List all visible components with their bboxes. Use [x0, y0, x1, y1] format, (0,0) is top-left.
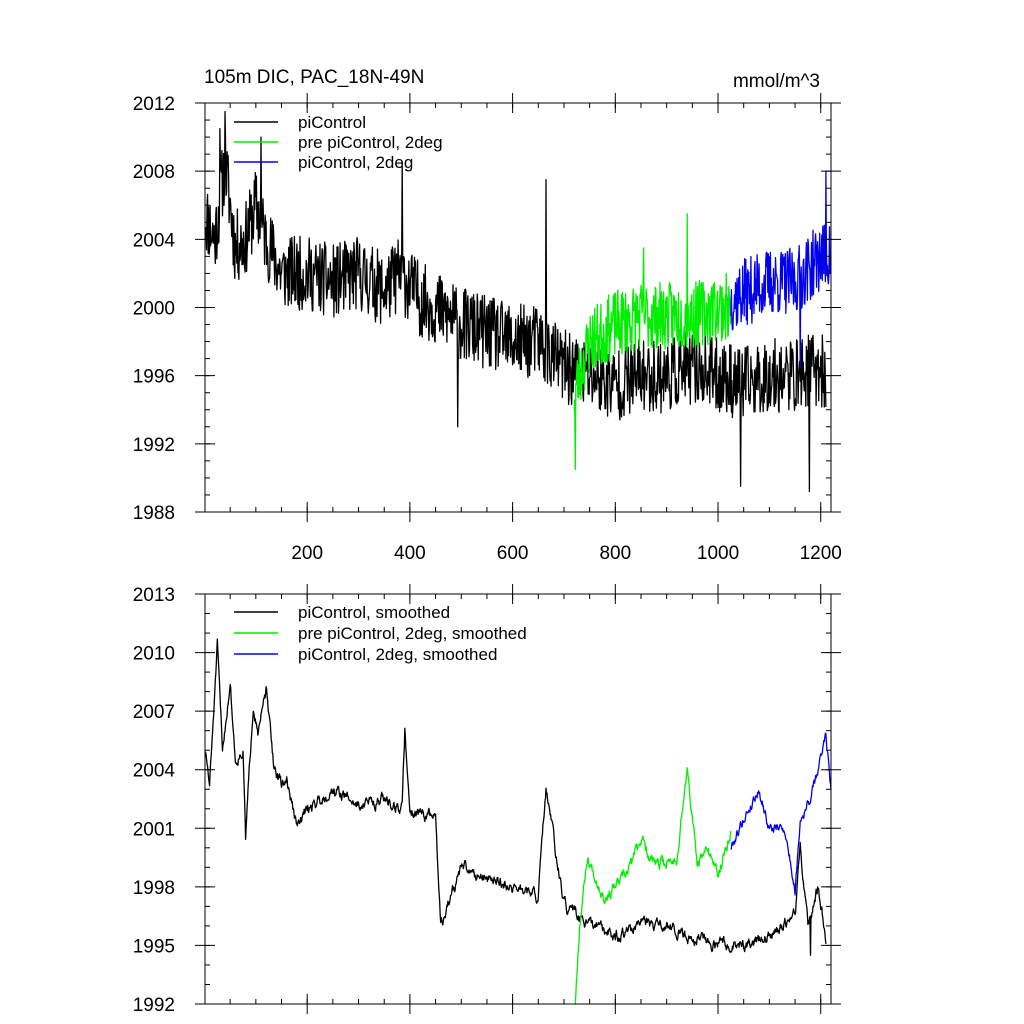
y-tick-label: 2001	[133, 819, 175, 840]
y-tick-label: 1992	[133, 995, 175, 1016]
y-tick-label: 2004	[133, 761, 176, 782]
y-tick-label: 2012	[133, 94, 175, 115]
y-tick-label: 1995	[133, 936, 175, 957]
series-line-1-2	[730, 732, 832, 896]
top-panel-series	[204, 110, 832, 493]
legend-label-pre-picontrol-2deg: pre piControl, 2deg	[298, 133, 443, 152]
top-panel-ticks: 1988 1992 1996 2000 2004 2008 2012 200 400 600 800…	[133, 93, 842, 564]
y-tick-label: 2010	[133, 644, 175, 665]
x-tick-label: 1000	[697, 543, 739, 564]
series-line-1-0	[204, 638, 827, 956]
y-tick-label: 1992	[133, 435, 175, 456]
top-panel-legend: piControl pre piControl, 2deg piControl,…	[234, 113, 443, 172]
series-line-1-1	[574, 767, 732, 1005]
top-panel: 105m DIC, PAC_18N-49N mmol/m^3 198819921…	[133, 67, 842, 564]
y-tick-label: 2013	[133, 585, 175, 606]
legend-label-picontrol: piControl	[298, 113, 366, 132]
series-line-0-0	[204, 110, 827, 493]
y-tick-label: 1996	[133, 367, 175, 388]
top-panel-title: 105m DIC, PAC_18N-49N	[204, 67, 424, 88]
y-tick-label: 2007	[133, 702, 175, 723]
x-tick-label: 800	[599, 543, 631, 564]
legend-label-picontrol-2deg: piControl, 2deg	[298, 153, 413, 172]
y-tick-label: 2004	[133, 230, 176, 251]
series-line-0-2	[730, 170, 832, 368]
bottom-panel: 1992 1995 1998 2001 2004 2007 2010 2013 piContr…	[133, 584, 841, 1016]
x-tick-label: 600	[497, 543, 529, 564]
legend-label-picontrol-2deg-smoothed: piControl, 2deg, smoothed	[298, 645, 497, 664]
bottom-panel-frame	[204, 593, 832, 1005]
bottom-panel-series	[204, 638, 832, 1005]
legend-label-pre-picontrol-2deg-smoothed: pre piControl, 2deg, smoothed	[298, 624, 527, 643]
bottom-panel-legend: piControl, smoothed pre piControl, 2deg,…	[234, 603, 527, 664]
legend-label-picontrol-smoothed: piControl, smoothed	[298, 603, 450, 622]
x-tick-label: 1200	[800, 543, 842, 564]
x-tick-label: 400	[394, 543, 426, 564]
y-tick-label: 1998	[133, 878, 175, 899]
series-line-0-1	[573, 213, 732, 471]
x-tick-label: 200	[291, 543, 323, 564]
y-tick-label: 2000	[133, 299, 175, 320]
y-tick-label: 1988	[133, 503, 175, 524]
top-panel-frame	[204, 102, 832, 513]
y-tick-label: 2008	[133, 162, 175, 183]
top-panel-units: mmol/m^3	[733, 71, 820, 92]
